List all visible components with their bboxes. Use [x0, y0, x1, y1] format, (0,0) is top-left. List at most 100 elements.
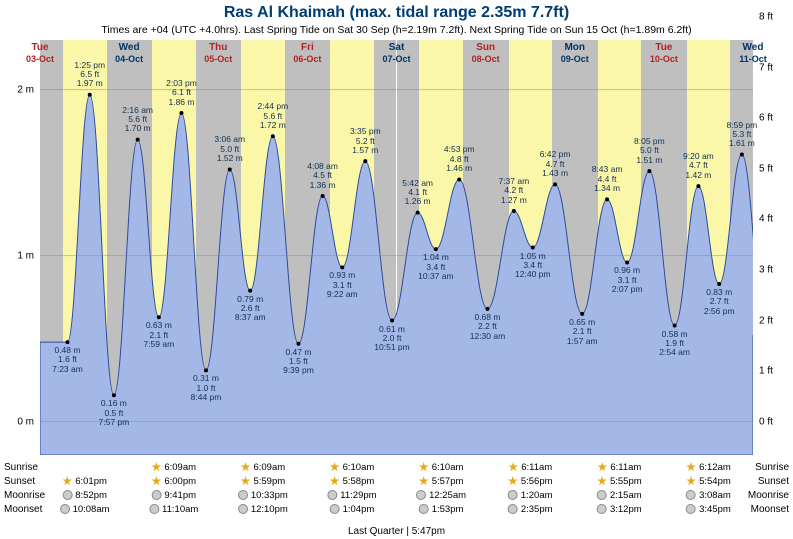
astro-time: 11:10am: [162, 504, 198, 515]
astro-item: 6:09am: [240, 462, 285, 473]
ytick-m: 2 m: [17, 84, 34, 95]
y-axis-feet: 0 ft1 ft2 ft3 ft4 ft5 ft6 ft7 ft8 ft: [755, 40, 793, 455]
ytick-m: 0 m: [17, 416, 34, 427]
sun-icon: [330, 462, 340, 472]
tide-label: 3:35 pm5.2 ft1.57 m: [350, 127, 381, 155]
astro-item: 5:57pm: [419, 476, 464, 487]
sun-icon: [686, 462, 696, 472]
astro-item: 5:54pm: [686, 476, 731, 487]
moon-icon: [151, 490, 161, 500]
astro-label: Moonset: [0, 504, 54, 515]
astro-item: 10:08am: [60, 504, 110, 515]
sun-icon: [597, 462, 607, 472]
tide-label: 2:16 am5.6 ft1.70 m: [122, 106, 153, 134]
astro-time: 6:10am: [432, 462, 464, 473]
tide-label: 0.47 m1.5 ft9:39 pm: [283, 348, 314, 376]
day-label: Tue03-Oct: [15, 42, 65, 65]
tide-label: 1.05 m3.4 ft12:40 pm: [515, 252, 550, 280]
tide-label: 1.04 m3.4 ft10:37 am: [418, 253, 453, 281]
astro-time: 1:04pm: [343, 504, 375, 515]
tide-label: 0.16 m0.5 ft7:57 pm: [99, 399, 130, 427]
astro-time: 12:10pm: [251, 504, 288, 515]
astro-item: 12:25am: [416, 490, 466, 501]
moon-icon: [62, 490, 72, 500]
tide-label: 0.61 m2.0 ft10:51 pm: [374, 325, 409, 353]
tide-label: 4:53 pm4.8 ft1.46 m: [444, 145, 475, 173]
astro-time: 3:08am: [699, 490, 731, 501]
astro-item: 9:41pm: [151, 490, 196, 501]
astro-item: 5:56pm: [508, 476, 553, 487]
astro-time: 5:57pm: [432, 476, 464, 487]
astro-time: 5:55pm: [610, 476, 642, 487]
ytick-ft: 3 ft: [759, 265, 773, 276]
sun-icon: [151, 462, 161, 472]
astro-time: 6:09am: [253, 462, 285, 473]
tide-curve: [40, 40, 753, 455]
astro-time: 5:59pm: [253, 476, 285, 487]
tide-label: 8:59 pm5.3 ft1.61 m: [727, 121, 758, 149]
astro-label: Sunrise: [729, 462, 793, 473]
astro-item: 5:55pm: [597, 476, 642, 487]
astro-row-moonset: MoonsetMoonset10:08am11:10am12:10pm1:04p…: [0, 502, 793, 516]
sun-icon: [62, 476, 72, 486]
moon-icon: [238, 504, 248, 514]
chart-subtitle: Times are +04 (UTC +4.0hrs). Last Spring…: [0, 24, 793, 36]
astro-item: 12:10pm: [238, 504, 288, 515]
ytick-ft: 4 ft: [759, 214, 773, 225]
astro-item: 6:12am: [686, 462, 731, 473]
last-quarter: Last Quarter | 5:47pm: [0, 526, 793, 537]
astro-time: 6:11am: [521, 462, 552, 473]
astro-item: 11:29pm: [327, 490, 376, 501]
day-label: Fri06-Oct: [282, 42, 332, 65]
astro-item: 1:20am: [508, 490, 553, 501]
sun-icon: [686, 476, 696, 486]
moon-icon: [686, 504, 696, 514]
astro-item: 6:09am: [151, 462, 196, 473]
astro-item: 2:35pm: [508, 504, 553, 515]
astro-label: Sunset: [0, 476, 54, 487]
tide-label: 8:05 pm5.0 ft1.51 m: [634, 137, 665, 165]
day-label: Wed11-Oct: [728, 42, 778, 65]
astro-item: 6:10am: [330, 462, 375, 473]
astro-time: 10:33pm: [251, 490, 288, 501]
tide-chart: Ras Al Khaimah (max. tidal range 2.35m 7…: [0, 0, 793, 539]
day-label: Wed04-Oct: [104, 42, 154, 65]
astro-item: 1:53pm: [419, 504, 464, 515]
sun-icon: [419, 462, 429, 472]
astro-item: 6:10am: [419, 462, 464, 473]
astro-item: 11:10am: [149, 504, 198, 515]
astro-time: 10:08am: [73, 504, 110, 515]
sun-icon: [597, 476, 607, 486]
astro-label: Sunrise: [0, 462, 54, 473]
astro-time: 6:12am: [699, 462, 731, 473]
moon-icon: [686, 490, 696, 500]
day-label: Sun08-Oct: [461, 42, 511, 65]
astro-time: 1:53pm: [432, 504, 464, 515]
astro-time: 2:35pm: [521, 504, 553, 515]
tide-label: 0.96 m3.1 ft2:07 pm: [612, 266, 643, 294]
astro-item: 2:15am: [597, 490, 642, 501]
ytick-ft: 6 ft: [759, 113, 773, 124]
astro-label: Moonrise: [0, 490, 54, 501]
tide-label: 0.48 m1.6 ft7:23 am: [52, 346, 83, 374]
ytick-ft: 0 ft: [759, 416, 773, 427]
day-label: Mon09-Oct: [550, 42, 600, 65]
day-label: Tue10-Oct: [639, 42, 689, 65]
tide-label: 0.79 m2.6 ft8:37 am: [235, 295, 266, 323]
tide-label: 3:06 am5.0 ft1.52 m: [214, 135, 245, 163]
moon-icon: [508, 490, 518, 500]
astro-item: 6:11am: [508, 462, 552, 473]
tide-label: 9:20 am4.7 ft1.42 m: [683, 152, 714, 180]
moon-icon: [60, 504, 70, 514]
astro-item: 10:33pm: [238, 490, 288, 501]
astro-item: 8:52pm: [62, 490, 107, 501]
astro-time: 5:58pm: [343, 476, 375, 487]
ytick-ft: 1 ft: [759, 366, 773, 377]
moon-icon: [597, 490, 607, 500]
sun-icon: [240, 462, 250, 472]
tide-label: 4:08 am4.5 ft1.36 m: [307, 162, 338, 190]
astro-item: 5:59pm: [240, 476, 285, 487]
tide-label: 1:25 pm6.5 ft1.97 m: [74, 61, 105, 89]
tide-label: 7:37 am4.2 ft1.27 m: [498, 177, 529, 205]
ytick-ft: 5 ft: [759, 163, 773, 174]
